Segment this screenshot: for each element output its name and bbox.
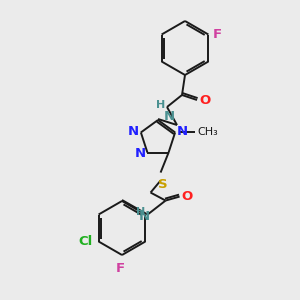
- Text: Cl: Cl: [78, 235, 93, 248]
- Text: S: S: [158, 178, 167, 190]
- Text: N: N: [139, 210, 150, 223]
- Text: CH₃: CH₃: [197, 128, 218, 137]
- Text: H: H: [156, 100, 165, 110]
- Text: O: O: [199, 94, 210, 106]
- Text: O: O: [182, 190, 193, 203]
- Text: N: N: [177, 125, 188, 138]
- Text: N: N: [164, 110, 175, 123]
- Text: F: F: [212, 28, 221, 41]
- Text: N: N: [128, 125, 139, 138]
- Text: H: H: [136, 207, 146, 217]
- Text: N: N: [134, 147, 146, 160]
- Text: F: F: [116, 262, 124, 275]
